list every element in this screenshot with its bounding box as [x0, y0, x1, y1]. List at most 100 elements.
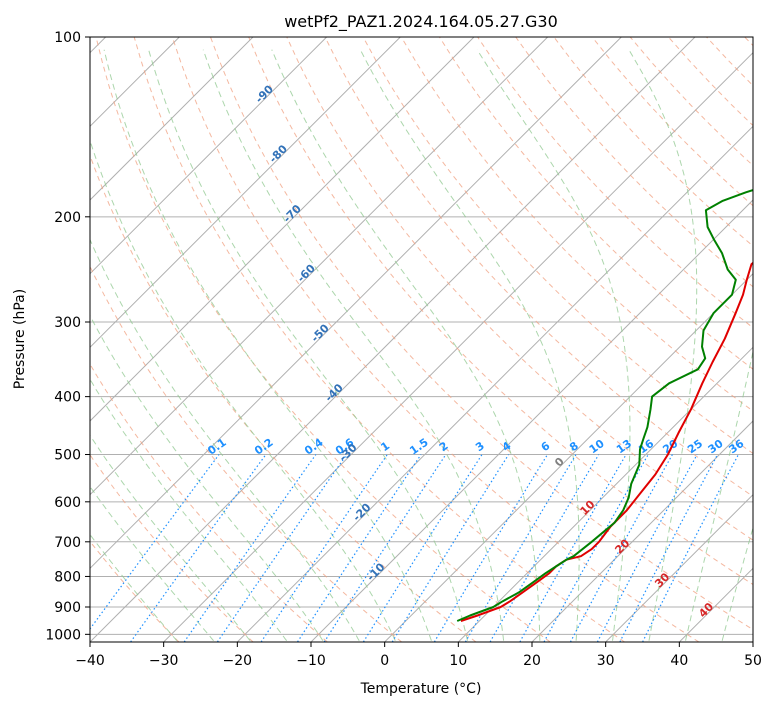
mixing-ratio-label: 2	[437, 439, 451, 454]
isotherm-label: -10	[364, 560, 387, 583]
moist-adiabat-line	[90, 314, 324, 641]
dry-adiabat-line	[744, 37, 753, 47]
mixing-ratio-line	[519, 454, 627, 642]
isotherm-label: -40	[323, 381, 346, 404]
isotherm-line	[163, 51, 753, 642]
plot-frame	[89, 36, 754, 643]
y-tick-label: 400	[54, 390, 81, 406]
mixing-ratio-line	[489, 454, 600, 642]
moist-adiabat-line	[476, 49, 631, 641]
x-tick-label: −40	[75, 653, 105, 669]
isotherm-label: -80	[267, 142, 290, 165]
moist-adiabat-line	[90, 533, 178, 642]
dry-adiabat-line	[400, 37, 753, 412]
mixing-ratio-label: 1	[378, 439, 392, 454]
y-axis: 1000 900 800 700 600 500 400 300 200 100	[45, 30, 90, 643]
dry-adiabat-line	[95, 37, 551, 642]
dry-adiabat-line	[706, 37, 753, 87]
y-tick-label: 500	[54, 448, 81, 464]
y-tick-label: 700	[54, 535, 81, 551]
isotherm-label: -60	[295, 262, 318, 285]
mixing-ratio-line	[260, 454, 388, 642]
mixing-ratio-line	[362, 454, 483, 642]
isotherm-line	[531, 420, 753, 642]
isotherm-line	[90, 37, 401, 349]
isotherm-label: 40	[696, 600, 716, 620]
x-tick-label: 40	[670, 653, 688, 669]
y-tick-label: 1000	[45, 627, 81, 643]
mixing-ratio-label: 8	[567, 439, 581, 454]
x-tick-label: 20	[523, 653, 541, 669]
isotherm-label: 10	[578, 498, 598, 518]
dry-adiabat-line	[362, 37, 753, 455]
moist-adiabat-line	[90, 138, 396, 641]
y-tick-label: 600	[54, 495, 81, 511]
isotherm-line	[90, 37, 475, 422]
y-tick-label: 800	[54, 569, 81, 585]
y-tick-label: 200	[54, 210, 81, 226]
isotherm-line	[678, 567, 753, 642]
isotherm-line	[90, 37, 328, 275]
isotherm-line	[457, 346, 753, 642]
dry-adiabat-line	[90, 540, 180, 642]
mixing-ratio-label: 20	[660, 437, 680, 457]
isotherm-label: -70	[281, 202, 304, 225]
x-tick-label: −20	[223, 653, 253, 669]
isotherm-line	[90, 37, 622, 570]
isotherm-line	[310, 199, 753, 642]
moist-adiabat-line	[90, 434, 251, 642]
mixing-ratio-label: 3	[473, 439, 487, 454]
moist-adiabat-line	[202, 49, 505, 641]
moist-adiabat-line	[685, 349, 753, 641]
x-tick-label: 30	[597, 653, 615, 669]
isotherm-line	[90, 37, 549, 496]
dry-adiabat-line	[324, 37, 753, 498]
mixing-ratio-line	[569, 454, 673, 642]
isotherm-label: -50	[309, 321, 332, 344]
mixing-ratio-line	[90, 454, 220, 630]
chart-title: wetPf2_PAZ1.2024.164.05.27.G30	[284, 12, 558, 32]
dry-adiabat-line	[286, 37, 753, 541]
mixing-ratio-label: 25	[685, 437, 705, 456]
dry-adiabat-line	[133, 37, 625, 642]
y-tick-label: 100	[54, 30, 81, 46]
isotherm-label: -90	[253, 82, 276, 105]
moist-adiabat-line	[628, 49, 698, 641]
plot-area: 0.1 0.2 0.4 0.6 1 1.5 2 3 4 6 8 10 13 16 20 25 30 36-90-8…	[90, 37, 753, 642]
dry-adiabat-line	[90, 265, 403, 642]
mixing-ratio-line	[323, 454, 447, 642]
moist-adiabat-line	[148, 49, 468, 641]
x-tick-label: −30	[149, 653, 179, 669]
moist-adiabat-line	[90, 378, 288, 642]
mixing-ratio-line	[596, 454, 698, 642]
x-tick-label: 0	[380, 653, 389, 669]
mixing-ratio-line	[464, 454, 577, 642]
mixing-ratio-label: 13	[614, 437, 634, 456]
moist-adiabat-line	[721, 526, 753, 641]
moist-adiabat-line	[271, 49, 541, 641]
dry-adiabat-line	[90, 153, 477, 642]
dry-adiabat-line	[90, 453, 254, 642]
dry-adiabat-line	[171, 37, 700, 642]
x-tick-label: 50	[744, 653, 762, 669]
dry-adiabat-line	[248, 37, 753, 586]
moist-adiabat-line	[90, 485, 214, 642]
moist-adiabat-line	[103, 49, 432, 641]
isotherm-line	[384, 272, 753, 642]
isotherm-label: -20	[350, 501, 373, 524]
x-tick-label: −10	[296, 653, 326, 669]
dry-adiabat-line	[210, 37, 753, 631]
dewpoint-profile-line	[456, 189, 753, 622]
x-axis-title: Temperature (°C)	[360, 681, 482, 697]
x-axis: −40 −30 −20 −10 0 10 20 30 40 50	[75, 642, 762, 669]
temperature-profile-line	[460, 261, 753, 622]
isotherm-line	[90, 37, 696, 642]
mixing-ratio-label: 30	[706, 437, 726, 457]
isotherm-line	[752, 641, 753, 642]
isotherm-line	[236, 125, 753, 642]
mixing-ratio-line	[433, 454, 549, 642]
x-tick-label: 10	[449, 653, 467, 669]
mixing-ratio-line	[216, 454, 348, 642]
y-tick-label: 900	[54, 600, 81, 616]
